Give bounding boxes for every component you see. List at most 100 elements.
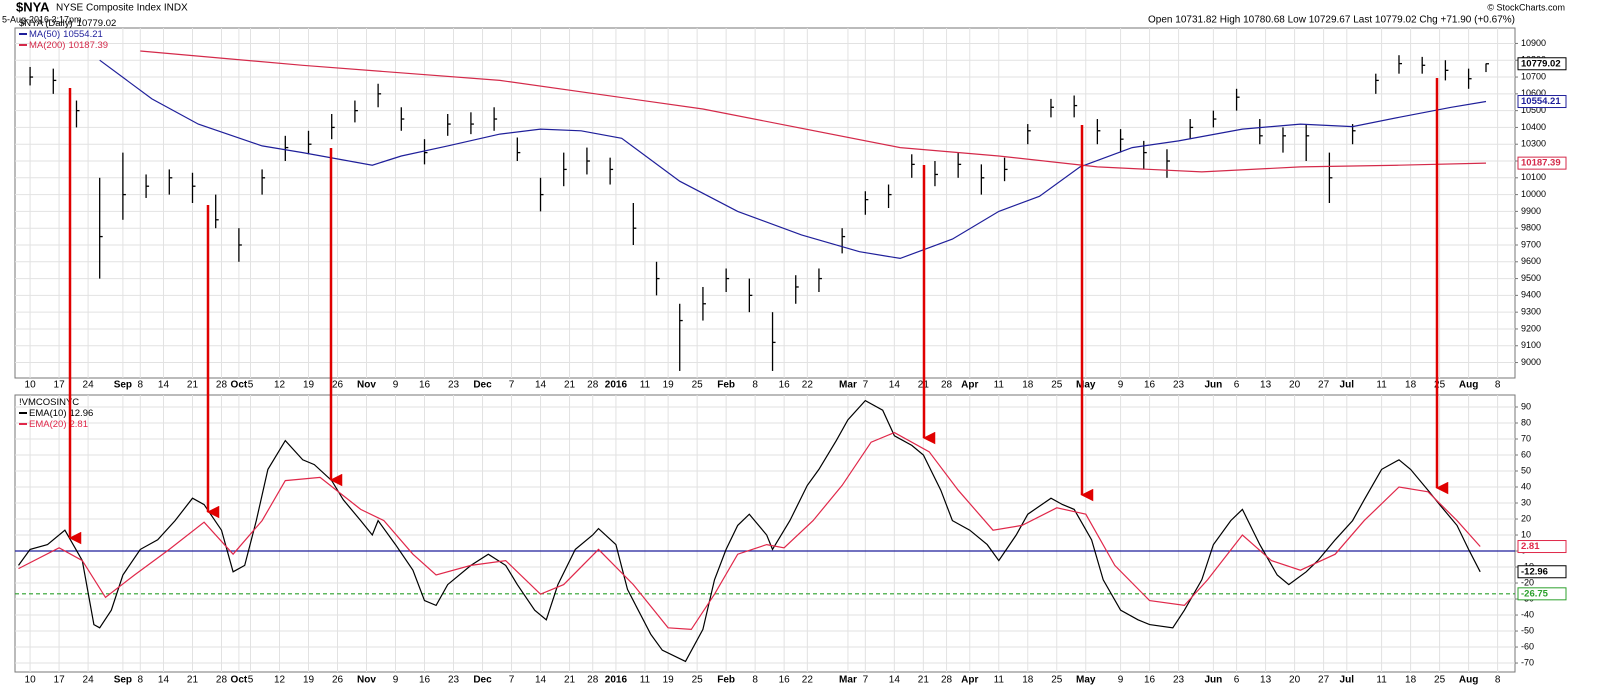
x-tick-label: 6 [1234, 380, 1240, 391]
y-tick-label: 9700 [1521, 239, 1541, 249]
x-tick-label: Jul [1340, 675, 1355, 686]
x-tick-label: 19 [303, 675, 315, 686]
x-tick-label: 22 [802, 675, 814, 686]
x-tick-label: 21 [918, 675, 930, 686]
x-tick-label: 19 [663, 675, 675, 686]
y-tick-label: 9100 [1521, 340, 1541, 350]
x-tick-label: 7 [863, 380, 869, 391]
x-tick-label: 23 [1173, 675, 1185, 686]
x-tick-label: Aug [1459, 675, 1478, 686]
y-tick-label: 10900 [1521, 38, 1546, 48]
x-tick-label: 25 [1434, 380, 1446, 391]
x-tick-label: 14 [535, 380, 547, 391]
x-tick-label: 25 [1434, 675, 1446, 686]
x-tick-label: 18 [1405, 675, 1417, 686]
value-tag: 10554.21 [1521, 96, 1561, 107]
value-tag: -12.96 [1521, 566, 1548, 577]
tag-box [1517, 57, 1567, 71]
y-tick-label: 9600 [1521, 256, 1541, 266]
x-tick-label: Apr [961, 380, 978, 391]
x-tick-label: 9 [393, 675, 399, 686]
y-tick-label: 9300 [1521, 307, 1541, 317]
x-tick-label: 28 [216, 380, 228, 391]
arrows [68, 78, 1449, 545]
x-tick-label: Sep [114, 380, 132, 391]
x-tick-label: Mar [839, 675, 857, 686]
series-line [18, 431, 1481, 631]
y-tick-label: 70 [1521, 433, 1531, 443]
legend-value: 10554.21 [63, 29, 103, 40]
legend-name: EMA(20) [29, 419, 66, 430]
y-tick-label: 90 [1521, 401, 1531, 411]
legend-value: 12.96 [69, 408, 93, 419]
x-tick-label: 16 [1144, 380, 1156, 391]
x-tick-label: 28 [941, 675, 953, 686]
value-tag: 10187.39 [1521, 158, 1561, 169]
panel-frame [14, 27, 1516, 379]
x-tick-label: 18 [1022, 675, 1034, 686]
x-tick-label: 24 [83, 675, 95, 686]
x-tick-label: 9 [393, 380, 399, 391]
x-tick-label: 13 [1260, 380, 1272, 391]
x-tick-label: 14 [889, 675, 901, 686]
x-tick-label: 8 [1495, 675, 1501, 686]
x-tick-label: 8 [1495, 380, 1501, 391]
x-tick-label: 19 [303, 380, 315, 391]
x-tick-label: 14 [158, 380, 170, 391]
x-tick-label: 13 [1260, 675, 1272, 686]
x-tick-label: 11 [640, 380, 651, 391]
tag-box [1517, 95, 1567, 109]
x-tick-label: 16 [779, 380, 791, 391]
legend-label: MA(50) 10554.21 [29, 29, 103, 40]
tag-box [1517, 156, 1567, 170]
y-tick-label: -70 [1521, 657, 1534, 667]
x-tick-label: 16 [419, 675, 431, 686]
y-tick-label: 10700 [1521, 71, 1546, 81]
x-tick-label: 21 [187, 675, 199, 686]
x-tick-label: 20 [1289, 380, 1301, 391]
x-tick-label: Apr [961, 675, 978, 686]
x-tick-label: 26 [332, 675, 344, 686]
x-tick-label: 7 [509, 380, 515, 391]
y-tick-label: 20 [1521, 513, 1531, 523]
x-tick-label: 25 [1051, 380, 1063, 391]
series-line [99, 59, 1487, 260]
x-tick-label: Dec [473, 380, 492, 391]
value-tag: 2.81 [1521, 541, 1540, 552]
y-tick-label: 10100 [1521, 172, 1546, 182]
quote: Open 10731.82 High 10780.68 Low 10729.67… [1148, 15, 1515, 26]
x-tick-label: Oct [231, 380, 248, 391]
legend-name: MA(200) [29, 40, 65, 51]
x-tick-label: Oct [231, 675, 248, 686]
x-tick-label: 20 [1289, 675, 1301, 686]
y-tick-label: -40 [1521, 609, 1534, 619]
x-tick-label: 25 [692, 675, 704, 686]
x-tick-label: Nov [357, 380, 376, 391]
x-tick-label: 16 [1144, 675, 1156, 686]
legend-label: $NYA (Daily) 10779.02 [19, 18, 116, 29]
credit: © StockCharts.com [1487, 2, 1565, 12]
x-tick-label: 27 [1318, 380, 1330, 391]
x-tick-label: 5 [248, 380, 254, 391]
x-tick-label: Jun [1204, 675, 1222, 686]
y-tick-label: -20 [1521, 577, 1534, 587]
x-tick-label: Dec [473, 675, 492, 686]
x-tick-label: 8 [752, 380, 758, 391]
legend-name: MA(50) [29, 29, 60, 40]
x-tick-label: 14 [535, 675, 547, 686]
x-tick-label: 18 [1022, 380, 1034, 391]
x-tick-label: 8 [138, 380, 144, 391]
y-tick-label: 10500 [1521, 105, 1546, 115]
x-tick-label: 23 [448, 380, 460, 391]
x-tick-label: 9 [1118, 380, 1124, 391]
x-tick-label: 14 [889, 380, 901, 391]
legend-value: 10187.39 [68, 40, 108, 51]
legend-label: !VMCOSINYC [19, 397, 79, 408]
x-tick-label: 2016 [605, 675, 628, 686]
y-tick-label: 40 [1521, 481, 1531, 491]
x-tick-label: 28 [941, 380, 953, 391]
x-tick-label: 7 [509, 675, 515, 686]
y-tick-label: -60 [1521, 641, 1534, 651]
